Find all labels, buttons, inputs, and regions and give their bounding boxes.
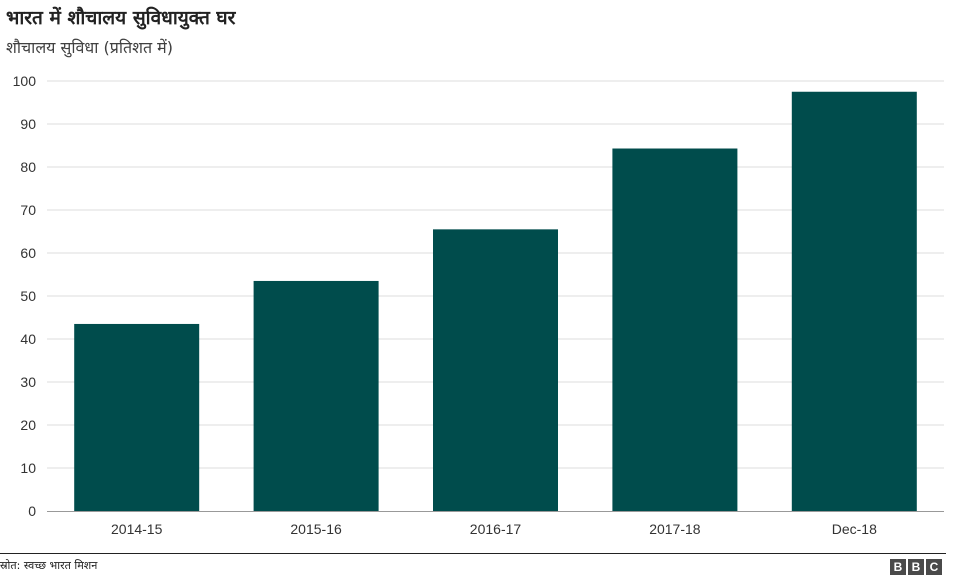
x-tick-label: 2014-15 (111, 521, 163, 537)
y-tick-label: 10 (20, 460, 36, 476)
bar-2015-16 (253, 280, 379, 511)
y-tick-label: 0 (28, 503, 36, 519)
bar-Dec-18 (791, 91, 917, 511)
chart-subtitle: शौचालय सुविधा (प्रतिशत में) (6, 38, 173, 57)
y-tick-label: 20 (20, 417, 36, 433)
x-tick-label: 2016-17 (470, 521, 522, 537)
bbc-logo: B B C (890, 559, 942, 575)
x-tick-label: 2017-18 (649, 521, 701, 537)
bar-2016-17 (433, 229, 558, 511)
footer-divider (0, 553, 946, 554)
x-tick-label: Dec-18 (832, 521, 877, 537)
y-tick-label: 80 (20, 159, 36, 175)
bbc-logo-letter-3: C (926, 559, 942, 575)
chart-title: भारत में शौचालय सुविधायुक्त घर (6, 7, 236, 29)
x-tick-label: 2015-16 (290, 521, 342, 537)
y-tick-label: 50 (20, 288, 36, 304)
bbc-logo-letter-2: B (908, 559, 924, 575)
bar-2014-15 (74, 323, 200, 511)
y-tick-label: 40 (20, 331, 36, 347)
y-tick-label: 70 (20, 202, 36, 218)
bbc-logo-letter-1: B (890, 559, 906, 575)
y-tick-label: 100 (13, 73, 37, 89)
y-tick-label: 30 (20, 374, 36, 390)
source-note: स्रोत: स्वच्छ भारत मिशन (0, 559, 98, 572)
bar-2017-18 (612, 148, 738, 511)
y-tick-label: 60 (20, 245, 36, 261)
y-tick-label: 90 (20, 116, 36, 132)
